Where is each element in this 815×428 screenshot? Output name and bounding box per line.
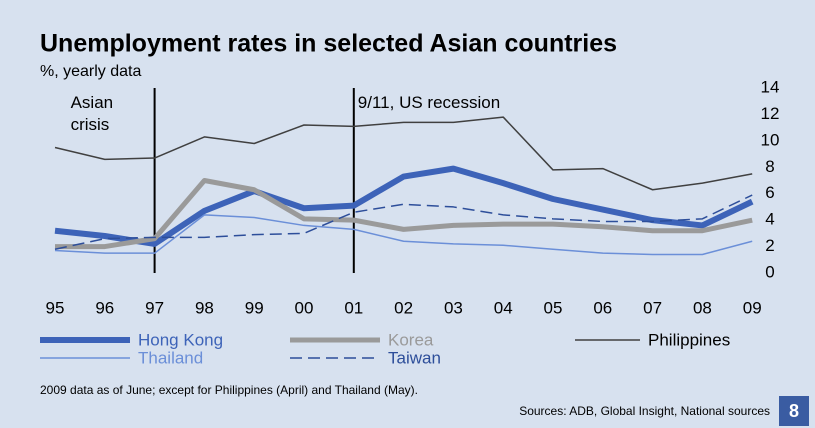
x-tick-label: 03 xyxy=(444,298,463,317)
annotation: 9/11, US recession xyxy=(357,93,501,112)
x-tick-label: 01 xyxy=(344,298,363,317)
x-tick-label: 07 xyxy=(643,298,662,317)
series-line xyxy=(54,214,753,256)
legend-label: Philippines xyxy=(648,330,730,349)
legend-label: Korea xyxy=(388,330,434,349)
x-tick-label: 95 xyxy=(46,298,65,317)
series-line xyxy=(55,178,753,250)
y-tick-label: 14 xyxy=(761,77,780,96)
x-tick-label: 08 xyxy=(693,298,712,317)
legend-label: Hong Kong xyxy=(138,330,223,349)
chart-subtitle: %, yearly data xyxy=(40,63,141,80)
y-tick-label: 0 xyxy=(765,262,774,281)
y-tick-label: 8 xyxy=(765,157,774,176)
series-line xyxy=(54,116,753,191)
x-tick-label: 99 xyxy=(245,298,264,317)
x-tick-label: 05 xyxy=(544,298,563,317)
series-line xyxy=(54,165,754,247)
legend-label: Thailand xyxy=(138,348,203,367)
x-tick-label: 02 xyxy=(394,298,413,317)
y-tick-label: 4 xyxy=(765,210,774,229)
page-number: 8 xyxy=(789,401,799,421)
x-tick-label: 97 xyxy=(145,298,164,317)
x-tick-label: 00 xyxy=(295,298,314,317)
x-tick-label: 98 xyxy=(195,298,214,317)
x-tick-label: 04 xyxy=(494,298,513,317)
x-tick-label: 06 xyxy=(593,298,612,317)
legend-label: Taiwan xyxy=(388,348,441,367)
x-tick-label: 96 xyxy=(95,298,114,317)
series-line xyxy=(54,194,753,250)
annotation: Asian crisis xyxy=(70,93,114,134)
y-tick-label: 10 xyxy=(761,130,780,149)
y-tick-label: 2 xyxy=(765,236,774,255)
y-tick-label: 6 xyxy=(765,183,774,202)
page-number-box xyxy=(779,396,809,426)
source: Sources: ADB, Global Insight, National s… xyxy=(519,404,770,418)
y-tick-label: 12 xyxy=(761,104,780,123)
x-tick-label: 09 xyxy=(743,298,762,317)
note: 2009 data as of June; except for Philipp… xyxy=(40,383,418,397)
chart-title: Unemployment rates in selected Asian cou… xyxy=(40,30,617,58)
